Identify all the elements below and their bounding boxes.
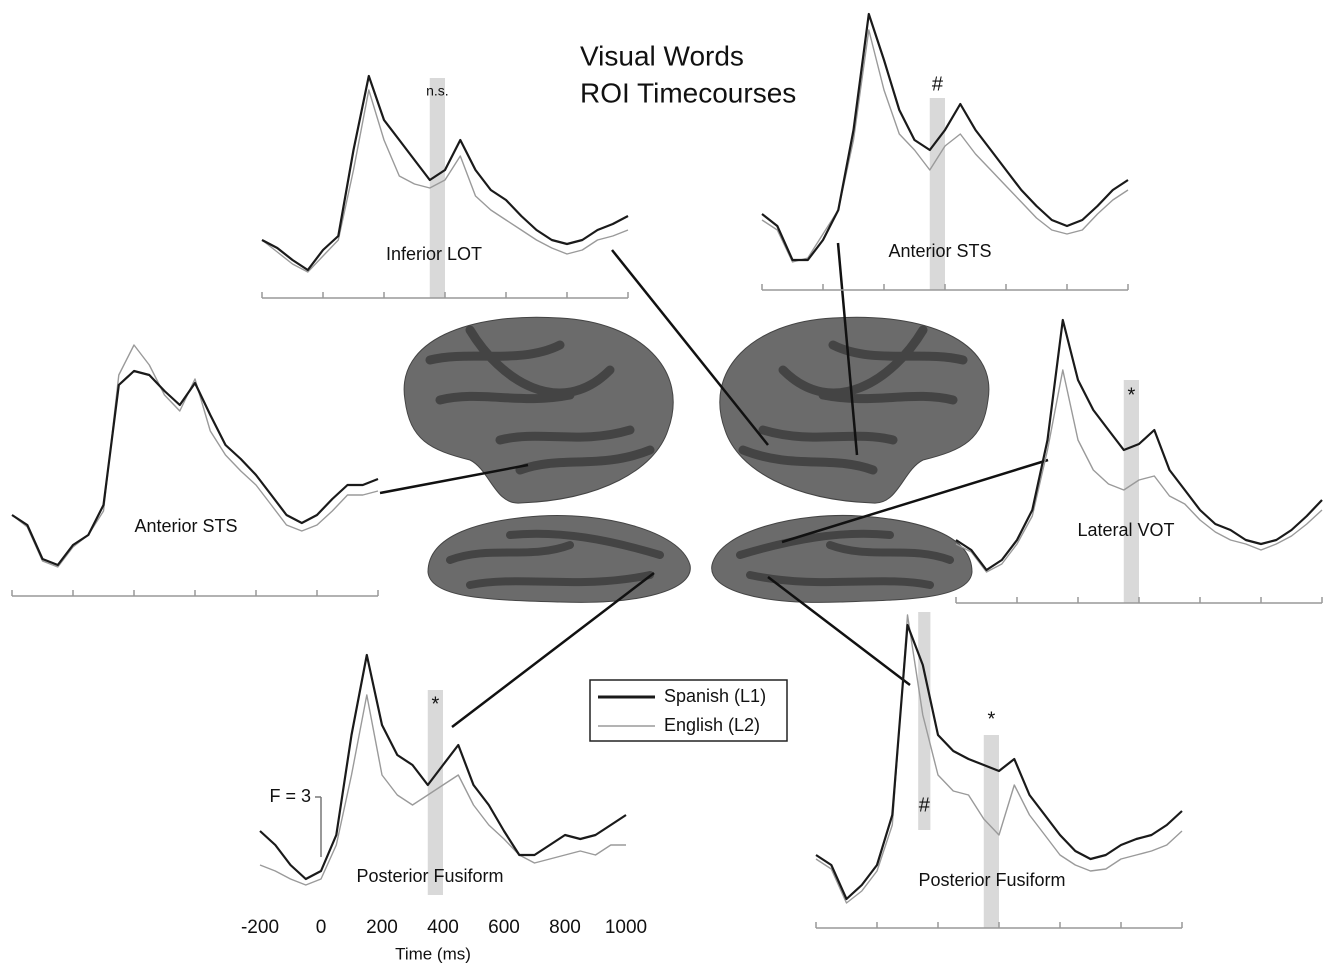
figure: Visual Words ROI Timecourses Spanish (L1… [0,0,1324,965]
highlight-window [1124,380,1139,603]
highlight-window [984,735,999,928]
x-tick-label: 600 [488,917,520,938]
x-tick-label: 200 [366,917,398,938]
figure-title: Visual Words [580,40,744,71]
significance-label: # [919,794,931,816]
panel-label: Lateral VOT [1077,520,1174,540]
timecourse-line [12,371,378,565]
figure-title: ROI Timecourses [580,77,796,108]
highlight-window [930,98,945,290]
x-tick-label: -200 [241,917,279,938]
panel-label: Anterior STS [888,241,991,261]
panel-label: Posterior Fusiform [918,870,1065,890]
significance-label: n.s. [426,83,449,99]
x-tick-label: 400 [427,917,459,938]
panel-label: Inferior LOT [386,244,482,264]
highlight-window [430,78,445,298]
significance-label: * [431,693,439,715]
brain-images [404,317,989,602]
connector-lines [380,243,1048,727]
legend: Spanish (L1) English (L2) [590,680,787,741]
significance-label: # [932,73,944,95]
highlight-window [428,690,443,895]
x-axis-label: Time (ms) [395,944,471,963]
panel-label: Anterior STS [134,516,237,536]
x-tick-label: 0 [316,917,327,938]
scale-bar-label: F = 3 [269,786,311,806]
x-tick-label: 800 [549,917,581,938]
x-tick-label: 1000 [605,917,647,938]
legend-label: Spanish (L1) [664,686,766,706]
significance-label: * [1127,384,1135,406]
significance-label: * [987,708,995,730]
legend-label: English (L2) [664,715,760,735]
panel-label: Posterior Fusiform [356,866,503,886]
